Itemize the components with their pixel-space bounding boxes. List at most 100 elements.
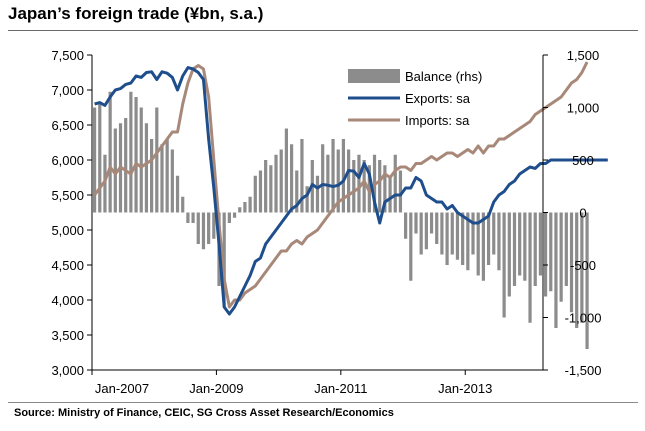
balance-bar	[144, 123, 149, 213]
exports-line	[94, 66, 608, 316]
right-tick-label: 500	[572, 153, 594, 168]
balance-bar	[300, 139, 304, 213]
x-tick-label: Jan-2009	[189, 381, 243, 396]
right-tick-label: -1,500	[565, 363, 602, 378]
legend-label-imports: Imports: sa	[405, 113, 470, 128]
balance-bar	[129, 91, 133, 213]
balance-bar	[191, 212, 195, 223]
balance-bar	[435, 212, 439, 244]
balance-bar	[98, 102, 102, 213]
balance-bar	[321, 144, 325, 213]
right-tick-label: -500	[570, 258, 596, 273]
imports-line	[93, 61, 589, 309]
balance-bar	[362, 160, 366, 213]
balance-bar	[331, 139, 335, 213]
balance-bar	[108, 91, 112, 213]
balance-bar	[476, 212, 480, 276]
balance-bar	[284, 128, 288, 213]
balance-bars	[92, 91, 589, 349]
legend-swatch-balance	[348, 69, 400, 83]
balance-bar	[181, 196, 185, 213]
balance-bar	[471, 212, 475, 255]
balance-bar	[155, 107, 159, 213]
balance-bar	[150, 139, 154, 213]
balance-bar	[554, 212, 558, 328]
balance-bar	[388, 175, 392, 213]
balance-bar	[347, 149, 351, 213]
balance-bar	[232, 212, 237, 218]
right-tick-label: 0	[579, 206, 586, 221]
source-rule	[8, 402, 638, 403]
balance-bar	[580, 212, 584, 323]
balance-bar	[543, 212, 548, 297]
balance-bar	[393, 154, 397, 213]
balance-bar	[253, 175, 257, 213]
balance-bar	[326, 154, 330, 213]
title-rule	[8, 30, 638, 31]
balance-bar	[274, 154, 278, 213]
balance-bar	[289, 144, 294, 213]
balance-bar	[575, 212, 579, 328]
balance-bar	[222, 212, 226, 307]
balance-bar	[264, 160, 268, 213]
balance-bar	[424, 212, 428, 250]
balance-bar	[248, 196, 252, 213]
legend-label-balance: Balance (rhs)	[405, 69, 482, 84]
balance-bar	[429, 212, 434, 234]
left-tick-label: 3,000	[51, 363, 84, 378]
balance-bar	[170, 149, 174, 213]
balance-bar	[419, 212, 423, 255]
balance-bar	[336, 149, 340, 213]
left-tick-label: 4,500	[51, 258, 84, 273]
balance-bar	[279, 149, 283, 213]
balance-bar	[113, 128, 117, 213]
balance-bar	[378, 160, 382, 213]
balance-bar	[341, 139, 346, 213]
balance-bar	[564, 212, 568, 286]
balance-bar	[243, 202, 247, 213]
right-tick-label: -1,000	[565, 311, 602, 326]
left-tick-label: 5,500	[51, 188, 84, 203]
balance-bar	[295, 170, 299, 213]
balance-bar	[227, 212, 231, 223]
balance-bar	[414, 212, 418, 234]
balance-bar	[518, 212, 522, 276]
left-tick-label: 7,500	[51, 48, 84, 63]
balance-bar	[212, 212, 216, 239]
balance-bar	[559, 212, 563, 302]
balance-bar	[409, 212, 413, 281]
balance-bar	[383, 165, 387, 213]
balance-bar	[507, 212, 511, 297]
balance-bar	[186, 212, 190, 223]
balance-bar	[549, 212, 553, 292]
legend-label-exports: Exports: sa	[405, 91, 471, 106]
balance-bar	[103, 154, 107, 213]
balance-bar	[165, 139, 169, 213]
balance-bar	[440, 212, 444, 255]
x-axis-ticks: Jan-2007 Jan-2009 Jan-2011 Jan-2013	[91, 370, 492, 396]
x-tick-label: Jan-2007	[95, 381, 149, 396]
left-tick-label: 6,000	[51, 153, 84, 168]
balance-bar	[398, 170, 403, 213]
left-tick-label: 7,000	[51, 83, 84, 98]
balance-bar	[455, 212, 460, 260]
balance-bar	[357, 154, 361, 213]
balance-bar	[238, 207, 242, 213]
balance-bar	[528, 212, 532, 323]
balance-bar	[512, 212, 517, 286]
balance-bar	[523, 212, 527, 281]
balance-bar	[533, 212, 537, 286]
balance-bar	[492, 212, 496, 255]
balance-bar	[175, 175, 180, 213]
balance-bar	[315, 175, 320, 213]
balance-bar	[258, 170, 263, 213]
balance-bar	[269, 165, 273, 213]
balance-bar	[461, 212, 465, 265]
balance-bar	[92, 107, 97, 213]
balance-bar	[404, 212, 408, 239]
balance-bar	[502, 212, 506, 318]
right-tick-label: 1,500	[567, 48, 600, 63]
chart-title: Japan’s foreign trade (¥bn, s.a.)	[8, 4, 264, 23]
legend: Balance (rhs) Exports: sa Imports: sa	[348, 69, 482, 128]
